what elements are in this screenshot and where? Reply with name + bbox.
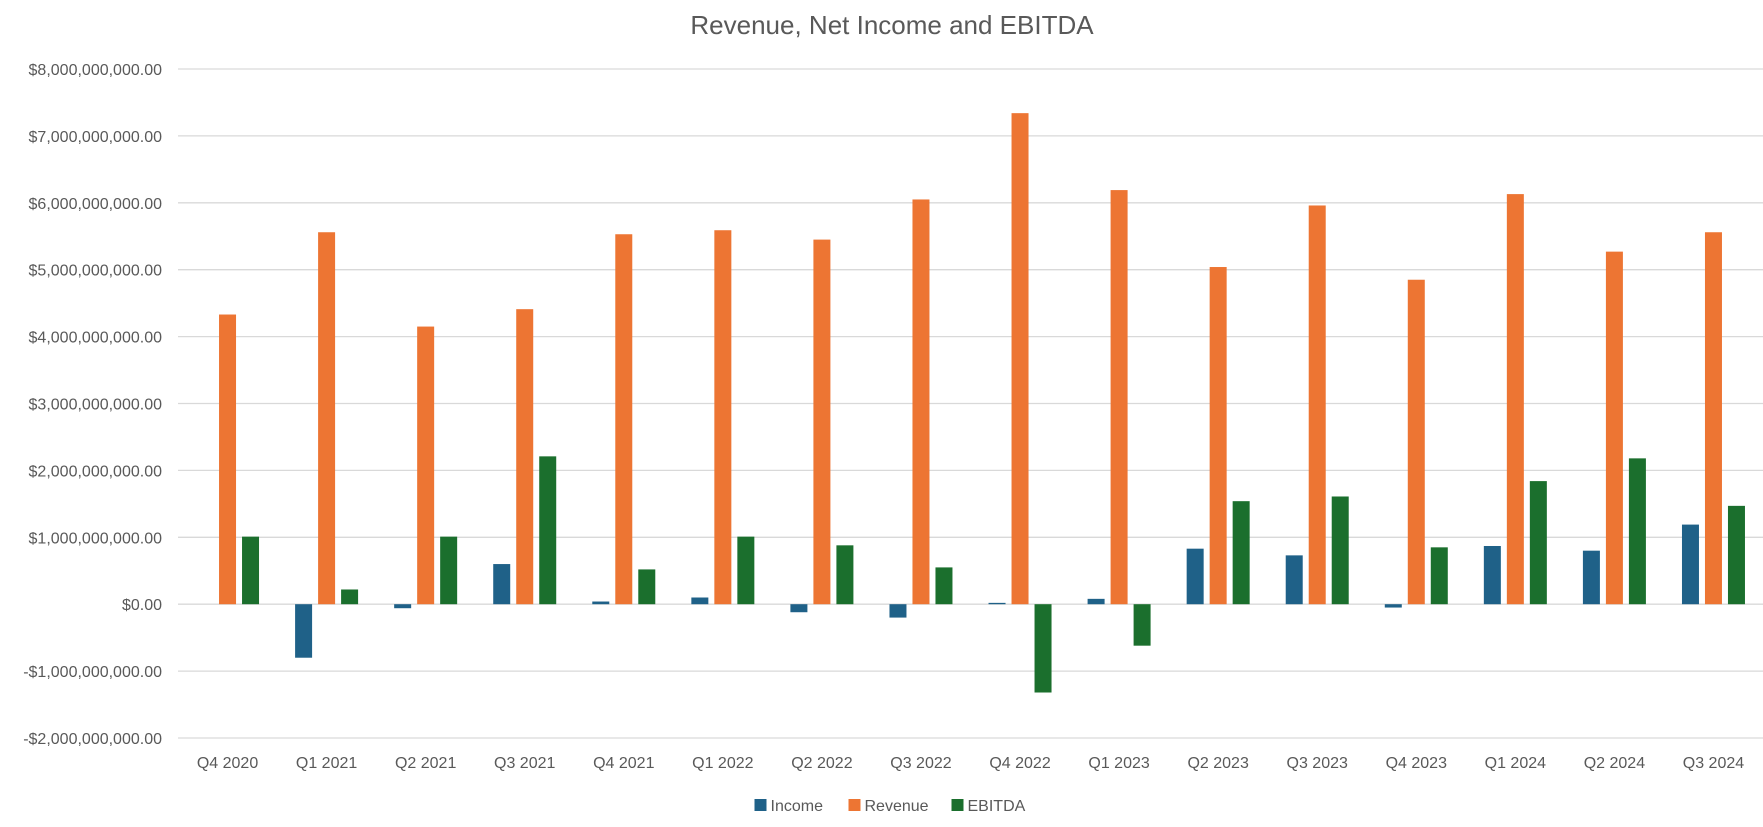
bar-income [592, 601, 610, 605]
bar-ebitda [737, 536, 755, 605]
bar-income [889, 604, 907, 618]
bar-income [1681, 524, 1699, 605]
x-axis-tick-labels: Q4 2020 Q1 2021 Q2 2021 Q3 2021 Q4 2021 Q1 20… [197, 755, 1744, 772]
bar-income [1285, 555, 1303, 605]
bar-income [790, 604, 808, 613]
bar-income [988, 602, 1006, 605]
bar-revenue [1209, 267, 1227, 605]
y-tick-label: $8,000,000,000.00 [29, 62, 163, 79]
bars [219, 113, 1745, 693]
bar-revenue [417, 326, 435, 605]
bar-ebitda [1331, 496, 1349, 605]
bar-income [295, 604, 313, 658]
bar-revenue [1110, 190, 1128, 605]
legend-swatch-ebitda [951, 799, 964, 811]
bar-income [1087, 598, 1105, 605]
bar-revenue [1704, 232, 1722, 605]
bar-ebitda [341, 589, 359, 605]
x-tick-label: Q2 2023 [1187, 755, 1248, 772]
y-tick-label: -$2,000,000,000.00 [23, 731, 162, 748]
bar-revenue [1011, 113, 1029, 605]
x-tick-label: Q3 2021 [494, 755, 555, 772]
bar-income [1384, 604, 1402, 608]
y-tick-label: $5,000,000,000.00 [29, 263, 163, 280]
x-tick-label: Q4 2020 [197, 755, 258, 772]
y-tick-label: $2,000,000,000.00 [29, 463, 163, 480]
bar-ebitda [638, 569, 656, 605]
bar-revenue [1605, 251, 1623, 605]
bar-revenue [1308, 205, 1326, 605]
x-tick-label: Q1 2022 [692, 755, 753, 772]
y-tick-label: $1,000,000,000.00 [29, 530, 163, 547]
chart-title: Revenue, Net Income and EBITDA [690, 10, 1094, 40]
y-axis-tick-labels: -$2,000,000,000.00 -$1,000,000,000.00 $0.0… [23, 62, 162, 748]
x-tick-label: Q3 2022 [890, 755, 951, 772]
y-tick-label: $7,000,000,000.00 [29, 129, 163, 146]
y-tick-label: $3,000,000,000.00 [29, 397, 163, 414]
bar-ebitda [1133, 604, 1151, 646]
x-tick-label: Q1 2021 [296, 755, 357, 772]
x-tick-label: Q2 2024 [1584, 755, 1645, 772]
bar-revenue [714, 230, 732, 605]
bar-ebitda [539, 456, 557, 605]
y-tick-label: $4,000,000,000.00 [29, 330, 163, 347]
bar-revenue [912, 199, 930, 605]
bar-income [691, 597, 709, 605]
y-tick-label: $6,000,000,000.00 [29, 196, 163, 213]
bar-ebitda [1529, 481, 1547, 605]
legend-swatch-revenue [848, 799, 861, 811]
bar-revenue [1407, 279, 1425, 605]
bar-revenue [219, 314, 237, 605]
x-tick-label: Q4 2023 [1386, 755, 1447, 772]
bar-ebitda [242, 536, 260, 605]
bar-revenue [615, 234, 633, 605]
bar-ebitda [1727, 505, 1745, 605]
legend: Income Revenue EBITDA [754, 798, 1026, 815]
x-tick-label: Q2 2021 [395, 755, 456, 772]
bar-ebitda [1430, 547, 1448, 605]
x-tick-label: Q1 2023 [1088, 755, 1149, 772]
x-tick-label: Q1 2024 [1485, 755, 1546, 772]
y-tick-label: $0.00 [122, 597, 162, 614]
bar-ebitda [440, 536, 458, 605]
legend-label-revenue: Revenue [865, 798, 929, 815]
x-tick-label: Q3 2024 [1683, 755, 1744, 772]
bar-revenue [516, 309, 534, 605]
bar-revenue [813, 239, 831, 605]
bar-income [493, 564, 511, 605]
bar-ebitda [935, 567, 953, 605]
bar-revenue [318, 232, 336, 605]
bar-income [1582, 550, 1600, 605]
bar-revenue [1506, 194, 1524, 605]
bar-income [1186, 548, 1204, 605]
gridlines [178, 68, 1763, 739]
legend-label-income: Income [771, 798, 824, 815]
legend-label-ebitda: EBITDA [968, 798, 1026, 815]
bar-income [1483, 545, 1501, 605]
bar-ebitda [836, 545, 854, 605]
bar-ebitda [1034, 604, 1052, 693]
bar-income [394, 604, 412, 609]
bar-ebitda [1232, 501, 1250, 605]
y-tick-label: -$1,000,000,000.00 [23, 664, 162, 681]
legend-swatch-income [754, 799, 767, 811]
x-tick-label: Q4 2022 [989, 755, 1050, 772]
x-tick-label: Q3 2023 [1287, 755, 1348, 772]
bar-ebitda [1628, 458, 1646, 605]
x-tick-label: Q4 2021 [593, 755, 654, 772]
x-tick-label: Q2 2022 [791, 755, 852, 772]
